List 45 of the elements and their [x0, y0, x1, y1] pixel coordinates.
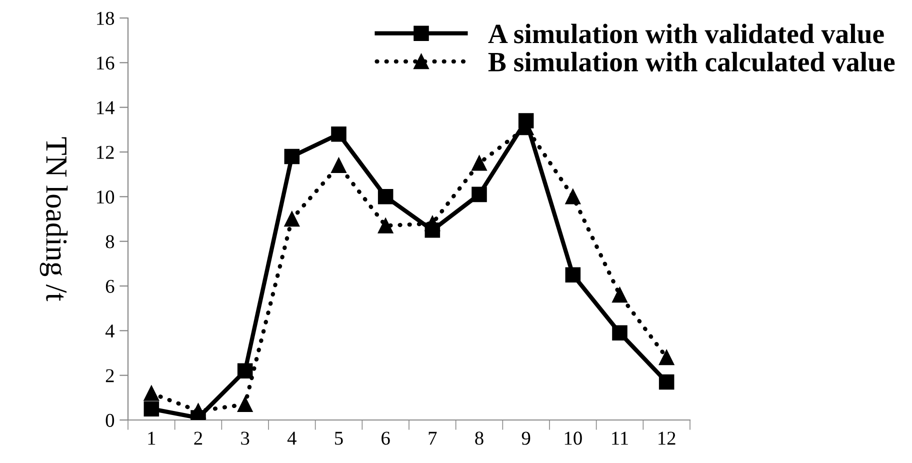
point — [565, 189, 581, 204]
x-tick-label: 5 — [335, 432, 343, 445]
point — [424, 222, 440, 238]
point — [612, 325, 628, 341]
point — [565, 267, 581, 282]
y-tick-label: 0 — [106, 414, 114, 427]
y-tick-label: 12 — [97, 146, 114, 159]
point — [284, 148, 300, 164]
x-tick-label: 7 — [428, 432, 437, 445]
y-tick-label: 2 — [106, 369, 114, 382]
point — [378, 189, 394, 204]
point — [612, 287, 628, 303]
point — [658, 374, 674, 390]
point — [472, 156, 487, 171]
y-tick-label: 18 — [97, 12, 114, 25]
y-tick-label: 8 — [106, 235, 114, 248]
legend-label: A simulation with validated value — [488, 24, 884, 44]
x-tick-label: 9 — [522, 432, 530, 445]
y-tick-label: 16 — [97, 56, 114, 70]
y-tick-label: 10 — [97, 190, 114, 204]
y-tick-label: 6 — [106, 280, 114, 293]
point — [144, 401, 160, 416]
x-tick-label: 3 — [241, 432, 250, 445]
x-tick-label: 8 — [475, 432, 484, 445]
x-tick-label: 6 — [382, 432, 390, 445]
point — [331, 158, 346, 174]
point — [472, 186, 487, 202]
point — [378, 218, 394, 234]
y-tick-label: 14 — [97, 101, 114, 114]
x-tick-label: 1 — [148, 432, 156, 445]
x-tick-label: 4 — [287, 432, 296, 445]
point — [284, 211, 300, 227]
point — [237, 396, 253, 412]
x-tick-label: 11 — [612, 432, 628, 445]
x-tick-label: 12 — [658, 432, 676, 445]
y-tick-label: 4 — [105, 324, 114, 338]
legend-label: B simulation with calculated value — [488, 52, 895, 72]
point — [518, 113, 534, 128]
point — [144, 386, 160, 401]
point — [237, 363, 253, 379]
x-tick-label: 2 — [194, 432, 202, 445]
point — [658, 350, 674, 366]
y-axis-title: TN loading /t — [40, 137, 68, 302]
x-tick-label: 10 — [564, 432, 582, 445]
point — [331, 126, 346, 142]
